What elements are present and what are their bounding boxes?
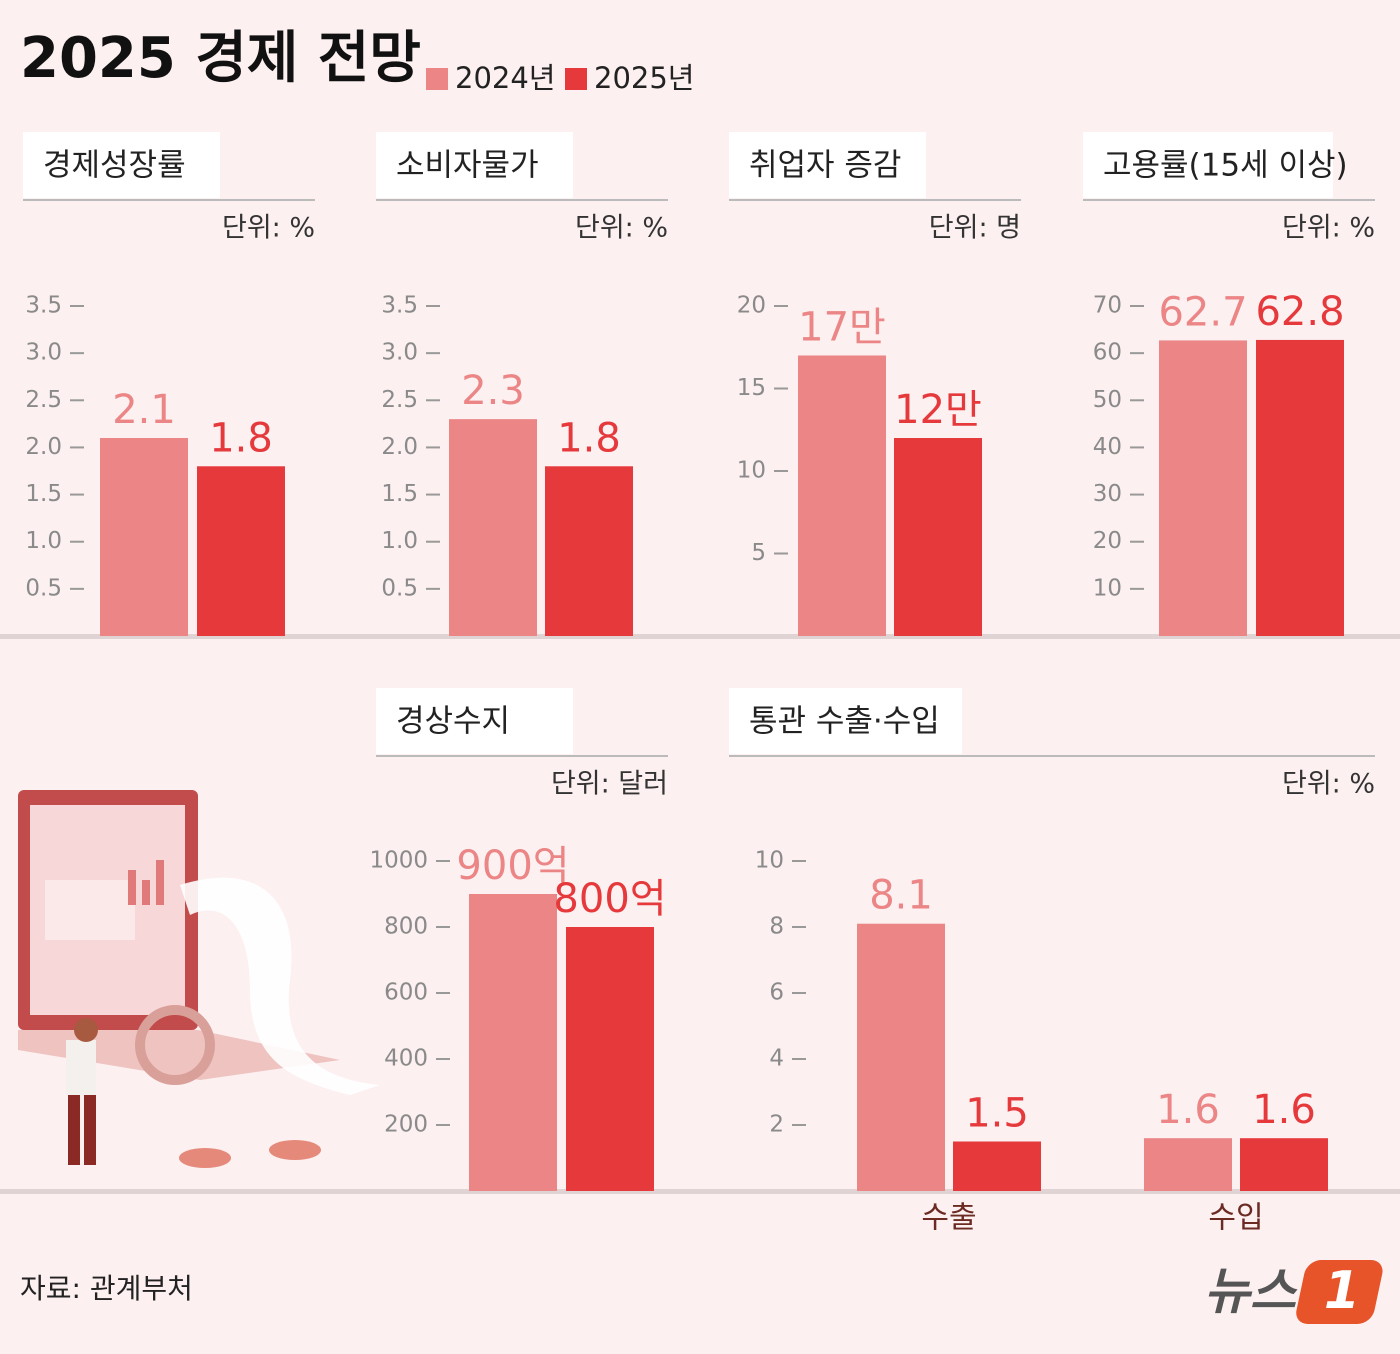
unit-label: 단위: 명 xyxy=(929,213,1021,244)
illustration xyxy=(18,790,380,1168)
page-title: 2025 경제 전망 xyxy=(20,26,421,91)
value-label: 1.8 xyxy=(209,415,273,461)
chart-title: 경제성장률 xyxy=(43,148,186,184)
bar xyxy=(1159,340,1247,636)
bar xyxy=(894,438,982,636)
legend-label: 2024년 xyxy=(455,61,555,95)
value-label: 800억 xyxy=(553,876,666,922)
value-label: 1.6 xyxy=(1252,1087,1316,1133)
y-tick-label: 5 xyxy=(751,540,766,566)
value-label: 1.8 xyxy=(557,415,621,461)
y-tick-label: 3.0 xyxy=(25,340,62,366)
value-label: 900억 xyxy=(456,843,569,889)
x-tick-label: 수입 xyxy=(1208,1201,1263,1236)
bar xyxy=(857,923,945,1191)
y-tick-label: 6 xyxy=(769,980,784,1006)
logo-badge xyxy=(1296,1260,1383,1324)
chart-title: 소비자물가 xyxy=(396,148,539,184)
title-tab xyxy=(376,132,573,198)
title-tab xyxy=(729,132,926,198)
legend-swatch xyxy=(426,68,448,90)
title-tab xyxy=(729,688,962,754)
y-tick-label: 2.5 xyxy=(381,387,418,413)
value-label: 17만 xyxy=(798,305,886,351)
y-tick-label: 400 xyxy=(384,1046,428,1072)
value-label: 62.7 xyxy=(1158,289,1247,335)
y-tick-label: 1.0 xyxy=(25,528,62,554)
title-tab xyxy=(1083,132,1333,198)
bar xyxy=(469,894,557,1191)
y-tick-label: 1.5 xyxy=(381,481,418,507)
bar xyxy=(449,419,537,636)
y-tick-label: 0.5 xyxy=(381,575,418,601)
value-label: 12만 xyxy=(894,387,982,433)
y-tick-label: 600 xyxy=(384,980,428,1006)
bar xyxy=(798,355,886,636)
y-tick-label: 15 xyxy=(737,375,766,401)
bar xyxy=(953,1141,1041,1191)
y-tick-label: 20 xyxy=(1093,528,1122,554)
chart-title: 고용률(15세 이상) xyxy=(1103,148,1348,184)
unit-label: 단위: % xyxy=(1282,213,1375,244)
y-tick-label: 800 xyxy=(384,914,428,940)
y-tick-label: 2.0 xyxy=(25,434,62,460)
y-tick-label: 30 xyxy=(1093,481,1122,507)
y-tick-label: 50 xyxy=(1093,387,1122,413)
unit-label: 단위: % xyxy=(1282,769,1375,800)
unit-label: 단위: % xyxy=(575,213,668,244)
y-tick-label: 70 xyxy=(1093,293,1122,319)
value-label: 1.6 xyxy=(1156,1087,1220,1133)
x-tick-label: 수출 xyxy=(921,1201,976,1236)
y-tick-label: 0.5 xyxy=(25,575,62,601)
chart-title: 통관 수출·수입 xyxy=(749,704,940,740)
bar xyxy=(1240,1138,1328,1191)
y-tick-label: 60 xyxy=(1093,340,1122,366)
source: 자료: 관계부처 xyxy=(20,1272,193,1305)
bar xyxy=(566,927,654,1191)
y-tick-label: 1.0 xyxy=(381,528,418,554)
value-label: 2.3 xyxy=(461,368,525,414)
value-label: 2.1 xyxy=(112,387,176,433)
value-label: 1.5 xyxy=(965,1091,1029,1137)
title-tab xyxy=(23,132,220,198)
bar xyxy=(100,438,188,636)
y-tick-label: 1.5 xyxy=(25,481,62,507)
y-tick-label: 3.5 xyxy=(381,293,418,319)
y-tick-label: 1000 xyxy=(369,848,428,874)
y-tick-label: 3.5 xyxy=(25,293,62,319)
y-tick-label: 4 xyxy=(769,1046,784,1072)
value-label: 8.1 xyxy=(869,873,933,919)
legend-label: 2025년 xyxy=(594,61,694,95)
y-tick-label: 2.0 xyxy=(381,434,418,460)
y-tick-label: 3.0 xyxy=(381,340,418,366)
title-tab xyxy=(376,688,573,754)
y-tick-label: 10 xyxy=(755,848,784,874)
bar xyxy=(545,466,633,636)
y-tick-label: 2.5 xyxy=(25,387,62,413)
legend-swatch xyxy=(565,68,587,90)
unit-label: 단위: % xyxy=(222,213,315,244)
bar xyxy=(197,466,285,636)
y-tick-label: 40 xyxy=(1093,434,1122,460)
bar xyxy=(1256,339,1344,636)
unit-label: 단위: 달러 xyxy=(551,769,668,800)
y-tick-label: 10 xyxy=(737,458,766,484)
baseline xyxy=(0,634,1400,639)
value-label: 62.8 xyxy=(1255,289,1344,335)
logo-mark: 1 xyxy=(1324,1261,1360,1321)
bar xyxy=(1144,1138,1232,1191)
logo-text: 뉴스 xyxy=(1204,1263,1298,1321)
y-tick-label: 8 xyxy=(769,914,784,940)
chart-title: 경상수지 xyxy=(396,704,510,740)
y-tick-label: 2 xyxy=(769,1112,784,1138)
chart-title: 취업자 증감 xyxy=(749,148,901,184)
y-tick-label: 200 xyxy=(384,1112,428,1138)
y-tick-label: 10 xyxy=(1093,575,1122,601)
y-tick-label: 20 xyxy=(737,293,766,319)
baseline xyxy=(0,1189,1400,1194)
